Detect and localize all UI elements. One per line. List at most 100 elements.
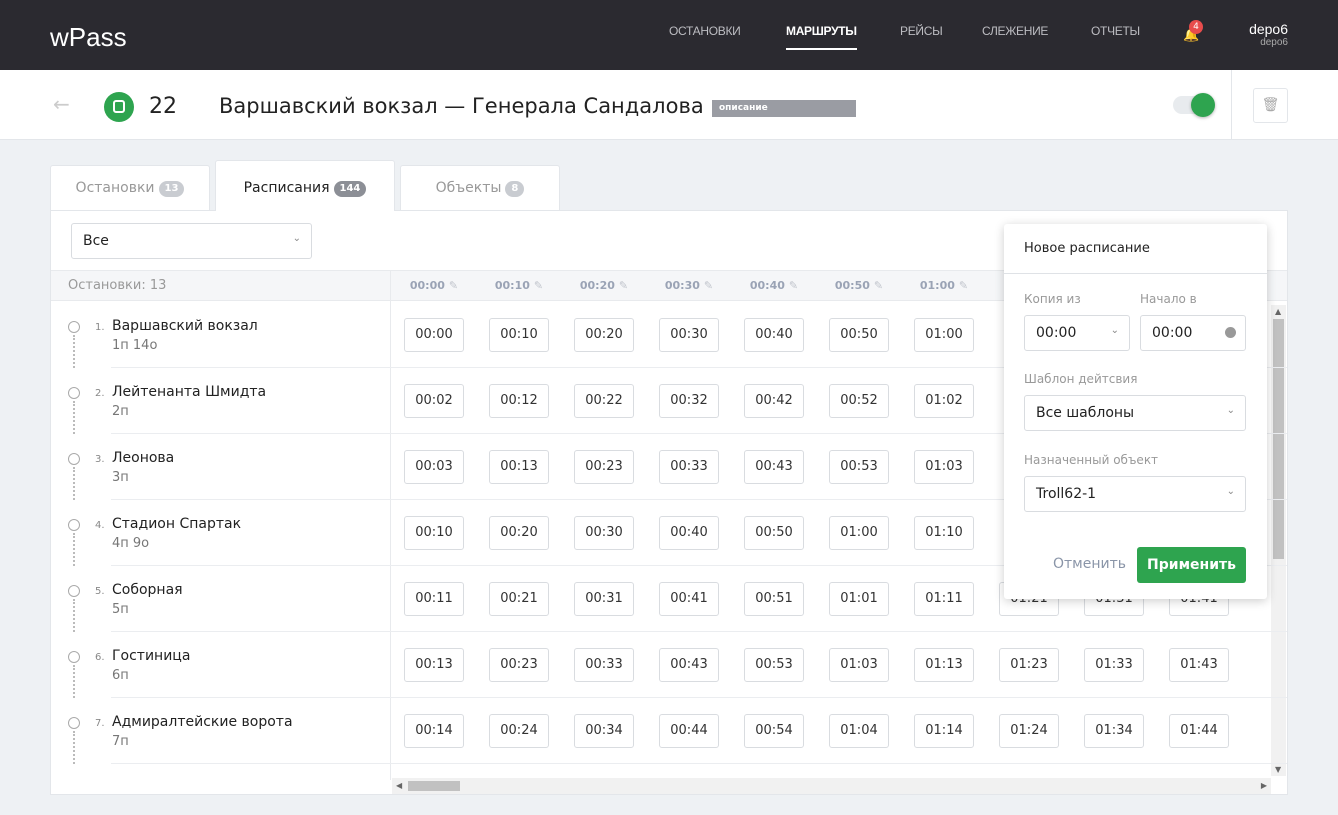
- pencil-icon[interactable]: ✎: [958, 279, 969, 292]
- time-cell[interactable]: 00:12: [489, 384, 549, 418]
- template-label: Шаблон дейтсвия: [1024, 372, 1138, 386]
- time-cell[interactable]: 00:42: [744, 384, 804, 418]
- divider: [111, 433, 1287, 434]
- time-cell[interactable]: 00:30: [574, 516, 634, 550]
- pencil-icon[interactable]: ✎: [873, 279, 884, 292]
- cancel-button[interactable]: Отменить: [1053, 556, 1127, 572]
- time-cell[interactable]: 01:34: [1084, 714, 1144, 748]
- time-cell[interactable]: 01:14: [914, 714, 974, 748]
- time-cell[interactable]: 00:21: [489, 582, 549, 616]
- time-cell[interactable]: 01:13: [914, 648, 974, 682]
- trash-icon[interactable]: 🗑: [1253, 88, 1288, 123]
- column-header[interactable]: 00:50 ✎: [829, 279, 889, 292]
- time-cell[interactable]: 00:30: [659, 318, 719, 352]
- column-header[interactable]: 00:00 ✎: [404, 279, 464, 292]
- time-cell[interactable]: 01:23: [999, 648, 1059, 682]
- column-header[interactable]: 00:40 ✎: [744, 279, 804, 292]
- logo[interactable]: wPass: [50, 22, 127, 52]
- filter-select[interactable]: Все ⌄: [71, 223, 312, 259]
- description-badge[interactable]: описание: [712, 100, 856, 117]
- time-cell[interactable]: 01:02: [914, 384, 974, 418]
- time-cell[interactable]: 00:54: [744, 714, 804, 748]
- nav-reports[interactable]: ОТЧЕТЫ: [1091, 24, 1140, 38]
- time-cell[interactable]: 00:43: [659, 648, 719, 682]
- pencil-icon[interactable]: ✎: [703, 279, 714, 292]
- time-cell[interactable]: 00:31: [574, 582, 634, 616]
- nav-stops[interactable]: ОСТАНОВКИ: [669, 24, 741, 38]
- horizontal-scrollbar[interactable]: ◀ ▶: [392, 778, 1271, 794]
- time-cell[interactable]: 00:03: [404, 450, 464, 484]
- column-header[interactable]: 01:00 ✎: [914, 279, 974, 292]
- tab-objects[interactable]: Объекты 8: [400, 165, 560, 211]
- time-cell[interactable]: 01:04: [829, 714, 889, 748]
- time-cell[interactable]: 00:33: [574, 648, 634, 682]
- vertical-scrollbar[interactable]: ▲ ▼: [1271, 305, 1286, 776]
- tab-schedules[interactable]: Расписания 144: [215, 160, 395, 211]
- template-select[interactable]: Все шаблоны ⌄: [1024, 395, 1246, 431]
- time-cell[interactable]: 01:00: [914, 318, 974, 352]
- time-cell[interactable]: 01:10: [914, 516, 974, 550]
- time-cell[interactable]: 00:40: [744, 318, 804, 352]
- copy-from-select[interactable]: 00:00 ⌄: [1024, 315, 1130, 351]
- back-arrow-icon[interactable]: ←: [53, 92, 70, 116]
- apply-button[interactable]: Применить: [1137, 547, 1246, 583]
- time-cell[interactable]: 00:41: [659, 582, 719, 616]
- time-cell[interactable]: 01:43: [1169, 648, 1229, 682]
- time-cell[interactable]: 01:44: [1169, 714, 1229, 748]
- time-cell[interactable]: 00:23: [489, 648, 549, 682]
- time-cell[interactable]: 00:50: [829, 318, 889, 352]
- time-cell[interactable]: 01:33: [1084, 648, 1144, 682]
- time-cell[interactable]: 01:01: [829, 582, 889, 616]
- nav-routes[interactable]: МАРШРУТЫ: [786, 24, 857, 50]
- nav-trips[interactable]: РЕЙСЫ: [900, 24, 943, 38]
- time-cell[interactable]: 00:52: [829, 384, 889, 418]
- time-cell[interactable]: 00:50: [744, 516, 804, 550]
- time-cell[interactable]: 00:51: [744, 582, 804, 616]
- tab-stops[interactable]: Остановки 13: [50, 165, 210, 211]
- time-cell[interactable]: 00:13: [489, 450, 549, 484]
- nav-tracking[interactable]: СЛЕЖЕНИЕ: [982, 24, 1049, 38]
- time-cell[interactable]: 00:10: [489, 318, 549, 352]
- time-cell[interactable]: 00:22: [574, 384, 634, 418]
- table-row: 7. Адмиралтейские ворота 7п 00:14 00:24 00:34…: [51, 698, 1287, 764]
- time-cell[interactable]: 00:53: [829, 450, 889, 484]
- time-cell[interactable]: 00:13: [404, 648, 464, 682]
- time-cell[interactable]: 00:34: [574, 714, 634, 748]
- time-cell[interactable]: 01:24: [999, 714, 1059, 748]
- time-cell[interactable]: 00:40: [659, 516, 719, 550]
- scroll-thumb[interactable]: [1273, 319, 1284, 559]
- time-cell[interactable]: 00:53: [744, 648, 804, 682]
- route-enabled-toggle[interactable]: [1173, 93, 1215, 117]
- pencil-icon[interactable]: ✎: [618, 279, 629, 292]
- time-cell[interactable]: 01:00: [829, 516, 889, 550]
- time-cell[interactable]: 00:33: [659, 450, 719, 484]
- object-select[interactable]: Troll62-1 ⌄: [1024, 476, 1246, 512]
- time-cell[interactable]: 00:20: [489, 516, 549, 550]
- time-cell[interactable]: 00:32: [659, 384, 719, 418]
- pencil-icon[interactable]: ✎: [533, 279, 544, 292]
- pencil-icon[interactable]: ✎: [788, 279, 799, 292]
- time-cell[interactable]: 00:11: [404, 582, 464, 616]
- time-cell[interactable]: 01:03: [829, 648, 889, 682]
- time-cell[interactable]: 00:02: [404, 384, 464, 418]
- user-menu[interactable]: depo6 depo6: [1249, 21, 1288, 48]
- column-header[interactable]: 00:20 ✎: [574, 279, 634, 292]
- time-cell[interactable]: 01:11: [914, 582, 974, 616]
- time-cell[interactable]: 00:23: [574, 450, 634, 484]
- stop-name: Гостиница: [112, 648, 191, 664]
- time-cell[interactable]: 00:00: [404, 318, 464, 352]
- pencil-icon[interactable]: ✎: [448, 279, 459, 292]
- start-at-input[interactable]: 00:00: [1140, 315, 1246, 351]
- time-cell[interactable]: 00:10: [404, 516, 464, 550]
- stop-marker-icon: [68, 387, 80, 399]
- time-cell[interactable]: 00:20: [574, 318, 634, 352]
- time-cell[interactable]: 00:44: [659, 714, 719, 748]
- column-header[interactable]: 00:30 ✎: [659, 279, 719, 292]
- column-header[interactable]: 00:10 ✎: [489, 279, 549, 292]
- stop-marker-icon: [68, 519, 80, 531]
- time-cell[interactable]: 00:24: [489, 714, 549, 748]
- scroll-thumb[interactable]: [408, 781, 460, 791]
- time-cell[interactable]: 01:03: [914, 450, 974, 484]
- time-cell[interactable]: 00:14: [404, 714, 464, 748]
- time-cell[interactable]: 00:43: [744, 450, 804, 484]
